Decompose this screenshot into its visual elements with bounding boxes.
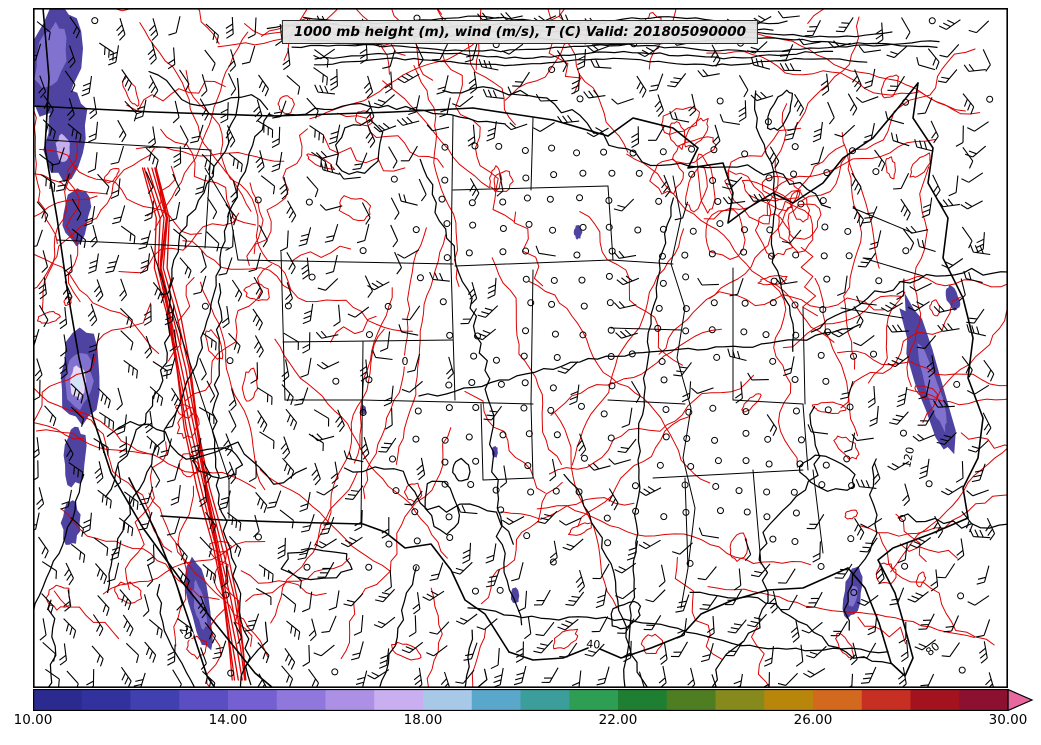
colorbar-segments [33,689,1009,711]
colorbar [33,689,1034,711]
map-title: 1000 mb height (m), wind (m/s), T (C) Va… [281,20,759,44]
colorbar-tick-label: 22.00 [598,712,638,728]
colorbar-extend-arrow [1007,689,1034,711]
colorbar-tick-label: 18.00 [403,712,443,728]
colorbar-tick-label: 26.00 [793,712,833,728]
colorbar-tick-label: 14.00 [208,712,248,728]
plot-frame [33,8,1008,688]
height-contour-label: 120 [900,446,917,469]
colorbar-tick-label: 10.00 [13,712,53,728]
height-contour-label: 80 [923,640,942,659]
colorbar-outline [33,689,1009,711]
colorbar-tick-label: 30.00 [988,712,1028,728]
height-contour-label: 40 [586,637,601,651]
height-contour-label: 0 [402,355,409,368]
